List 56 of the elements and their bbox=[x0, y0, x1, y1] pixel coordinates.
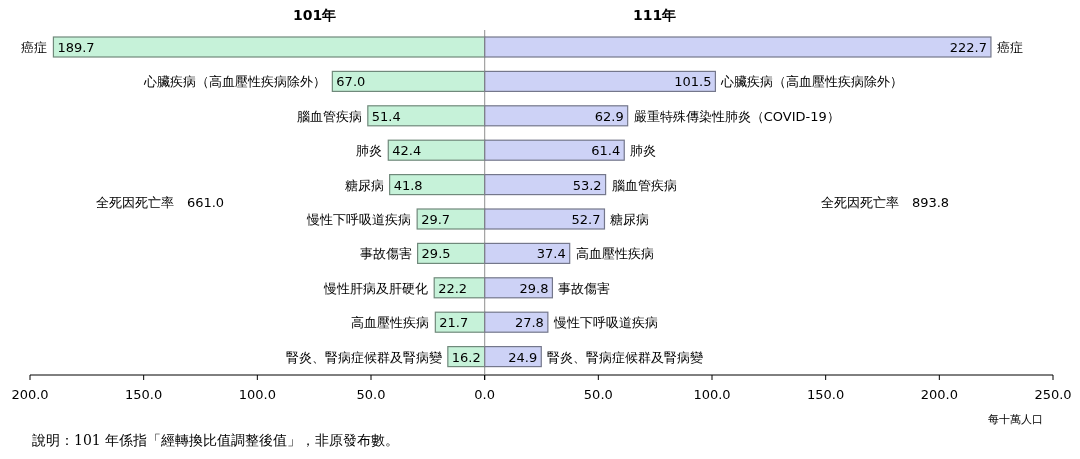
data-label: 27.8 bbox=[514, 315, 544, 331]
data-label: 52.7 bbox=[571, 212, 601, 227]
data-label: 42.4 bbox=[392, 143, 422, 159]
y-tick-label: 慢性下呼吸道疾病 bbox=[306, 212, 412, 227]
y-tick-label: 糖尿病 bbox=[344, 177, 384, 193]
x-tick-label: 250.0 bbox=[1034, 387, 1072, 402]
data-label: 53.2 bbox=[572, 177, 602, 193]
y-tick-label: 癌症 bbox=[21, 40, 48, 55]
x-tick-label: 50.0 bbox=[356, 387, 386, 402]
y-tick-label: 癌症 bbox=[996, 40, 1023, 55]
y-tick-label: 慢性肝病及肝硬化 bbox=[323, 280, 429, 296]
annotation: 全死因死亡率 893.8 bbox=[820, 194, 950, 210]
x-tick-label: 200.0 bbox=[920, 387, 958, 402]
x-tick-label: 100.0 bbox=[693, 387, 731, 402]
y-tick-label: 高血壓性疾病 bbox=[575, 246, 654, 262]
data-label: 67.0 bbox=[336, 74, 366, 90]
data-label: 29.7 bbox=[421, 212, 451, 227]
data-label: 222.7 bbox=[949, 40, 987, 55]
y-tick-label: 肺炎 bbox=[356, 143, 383, 159]
data-label: 101.5 bbox=[674, 74, 712, 90]
text: 說明：101 年係指「經轉換比值調整後值」，非原發布數。 bbox=[32, 432, 400, 448]
data-label: 62.9 bbox=[594, 108, 624, 124]
y-tick-label: 嚴重特殊傳染性肺炎（COVID-19） bbox=[633, 108, 840, 124]
data-label: 22.2 bbox=[438, 280, 468, 296]
y-tick-label: 事故傷害 bbox=[359, 246, 412, 262]
chart-title: 101年 bbox=[293, 7, 337, 23]
data-label: 16.2 bbox=[451, 349, 481, 365]
chart-title: 111年 bbox=[633, 7, 677, 23]
y-tick-label: 腦血管疾病 bbox=[611, 177, 677, 193]
x-tick-label: 150.0 bbox=[807, 387, 845, 402]
y-tick-label: 慢性下呼吸道疾病 bbox=[552, 315, 658, 331]
y-tick-label: 糖尿病 bbox=[610, 212, 650, 227]
data-label: 29.5 bbox=[421, 246, 451, 262]
x-tick-label: 150.0 bbox=[125, 387, 163, 402]
y-tick-label: 肺炎 bbox=[630, 143, 657, 159]
data-label: 24.9 bbox=[508, 349, 538, 365]
data-label: 189.7 bbox=[57, 40, 95, 55]
y-tick-label: 心臟疾病（高血壓性疾病除外） bbox=[720, 74, 904, 90]
y-tick-label: 高血壓性疾病 bbox=[351, 315, 430, 331]
data-label: 37.4 bbox=[536, 246, 566, 262]
x-tick-label: 200.0 bbox=[11, 387, 49, 402]
data-label: 61.4 bbox=[591, 143, 621, 159]
annotation: 全死因死亡率 661.0 bbox=[95, 194, 225, 210]
data-label: 29.8 bbox=[519, 280, 549, 296]
x-tick-label: 50.0 bbox=[583, 387, 613, 402]
x-tick-label: 100.0 bbox=[238, 387, 276, 402]
data-label: 41.8 bbox=[393, 177, 423, 193]
y-tick-label: 心臟疾病（高血壓性疾病除外） bbox=[143, 74, 327, 90]
y-tick-label: 腎炎、腎病症候群及腎病變 bbox=[285, 349, 442, 365]
x-tick-label: 0.0 bbox=[474, 387, 496, 402]
y-tick-label: 事故傷害 bbox=[558, 280, 611, 296]
data-label: 21.7 bbox=[439, 315, 469, 331]
y-tick-label: 腦血管疾病 bbox=[296, 108, 362, 124]
x-axis-title: 每十萬人口 bbox=[988, 413, 1043, 426]
y-tick-label: 腎炎、腎病症候群及腎病變 bbox=[547, 349, 704, 365]
data-label: 51.4 bbox=[371, 108, 401, 124]
